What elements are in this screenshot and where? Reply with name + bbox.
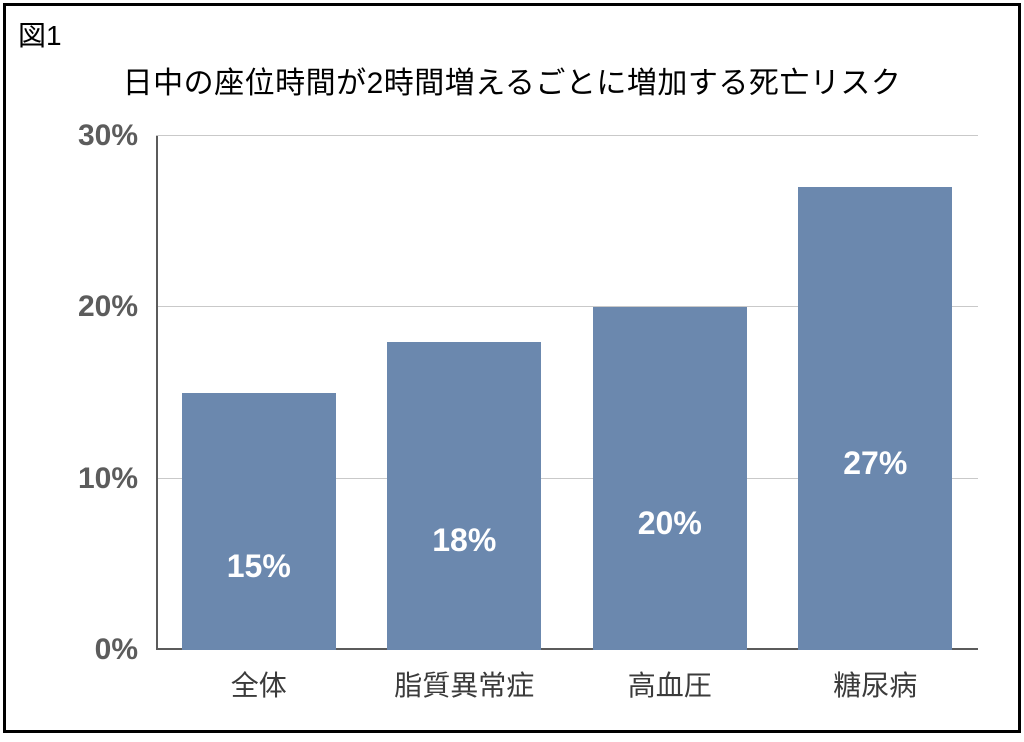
- bar: 15%: [182, 393, 336, 650]
- y-tick-label: 10%: [78, 462, 138, 496]
- y-tick-label: 0%: [95, 633, 138, 667]
- bar-value-label: 18%: [387, 432, 541, 559]
- chart-title: 日中の座位時間が2時間増えるごとに増加する死亡リスク: [6, 58, 1018, 102]
- y-tick-label: 20%: [78, 290, 138, 324]
- x-tick-label: 糖尿病: [773, 664, 979, 704]
- figure-label: 図1: [18, 14, 62, 54]
- x-tick-label: 全体: [156, 664, 362, 704]
- bar-slot: 18%脂質異常症: [362, 136, 568, 650]
- bar-value-label: 15%: [182, 458, 336, 585]
- bar-value-label: 20%: [593, 415, 747, 542]
- bar: 27%: [798, 187, 952, 650]
- bar: 20%: [593, 307, 747, 650]
- plot-region: 0%10%20%30%15%全体18%脂質異常症20%高血圧27%糖尿病: [156, 136, 978, 650]
- chart-area: 0%10%20%30%15%全体18%脂質異常症20%高血圧27%糖尿病: [36, 116, 988, 710]
- bar-value-label: 27%: [798, 355, 952, 482]
- bar: 18%: [387, 342, 541, 650]
- y-tick-label: 30%: [78, 119, 138, 153]
- x-tick-label: 高血圧: [567, 664, 773, 704]
- bar-slot: 15%全体: [156, 136, 362, 650]
- bar-slot: 20%高血圧: [567, 136, 773, 650]
- bar-slot: 27%糖尿病: [773, 136, 979, 650]
- chart-frame: 図1 日中の座位時間が2時間増えるごとに増加する死亡リスク 0%10%20%30…: [3, 3, 1021, 733]
- bars-container: 15%全体18%脂質異常症20%高血圧27%糖尿病: [156, 136, 978, 650]
- x-tick-label: 脂質異常症: [362, 664, 568, 704]
